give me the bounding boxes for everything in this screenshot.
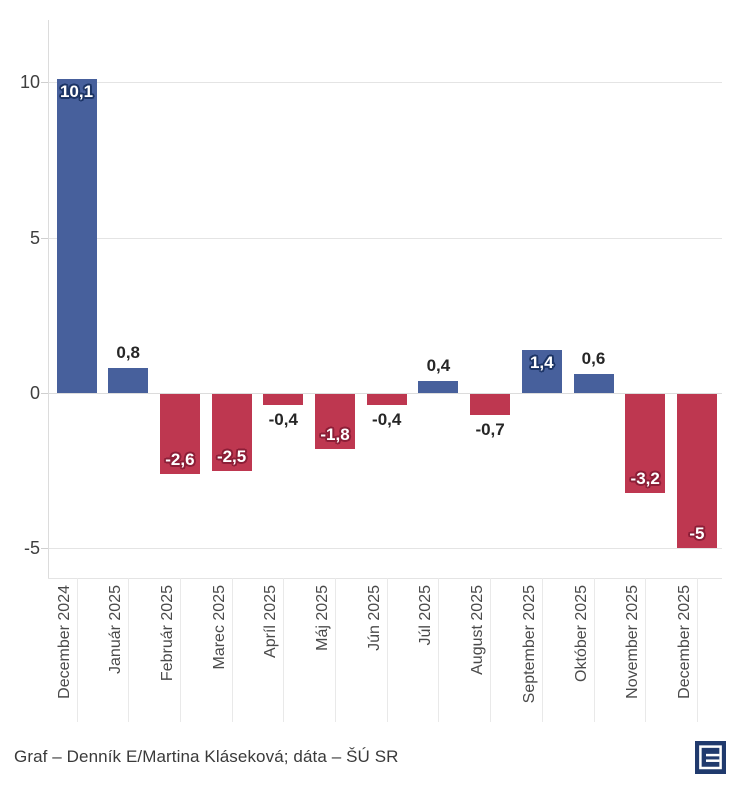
x-tick-line (231, 578, 233, 722)
x-axis-label: Marec 2025 (210, 585, 228, 670)
bar (366, 394, 407, 406)
x-tick-line (490, 578, 492, 722)
bar-value-label: 0,6 (581, 349, 606, 369)
x-tick-line (283, 578, 285, 722)
bar-value-label: -3,2 (630, 468, 660, 488)
gridline (48, 548, 722, 550)
y-tick-label: 5 (29, 227, 40, 248)
x-tick-line (128, 578, 130, 722)
x-tick-line (438, 578, 440, 722)
bar-value-label: 10,1 (59, 82, 94, 102)
bar (108, 368, 149, 394)
x-axis-label: September 2025 (520, 585, 538, 704)
x-tick-line (541, 578, 543, 722)
bar-value-label: 0,4 (426, 355, 451, 375)
bar (315, 394, 355, 449)
x-tick-line (335, 578, 336, 722)
y-tick (41, 82, 48, 84)
bar (521, 349, 562, 394)
bar-value-label: -2,6 (165, 449, 195, 469)
x-tick-line (76, 578, 78, 722)
x-tick-line (645, 578, 647, 722)
bar-value-label: -0,4 (372, 410, 402, 430)
y-tick (41, 237, 48, 239)
dennik-e-logo (695, 740, 726, 774)
bar (625, 394, 666, 493)
y-tick-label: -5 (23, 538, 40, 559)
gridline (48, 237, 722, 239)
gridline (48, 82, 722, 84)
bar-value-label: 0,8 (116, 343, 141, 363)
y-tick (41, 548, 48, 550)
bar (676, 394, 717, 549)
x-axis-label: Február 2025 (158, 585, 176, 682)
bar-value-label: -5 (689, 524, 705, 544)
x-axis-label: Júl 2025 (417, 585, 435, 646)
x-tick-line (386, 578, 388, 722)
x-axis-label: November 2025 (624, 585, 642, 699)
gridline (48, 393, 722, 395)
x-axis-label: Jún 2025 (365, 585, 383, 651)
bar-value-label: 1,4 (529, 352, 554, 372)
x-tick-line (179, 578, 181, 722)
bar (470, 394, 511, 415)
bar-value-label: -0,7 (475, 419, 505, 439)
x-axis-label: December 2024 (55, 585, 73, 699)
chart-credit: Graf – Denník E/Martina Kláseková; dáta … (14, 747, 399, 766)
bar-value-label: -2,5 (216, 446, 247, 466)
bar (573, 374, 614, 394)
dennik-e-logo-icon (695, 740, 726, 774)
x-axis-label: December 2025 (675, 585, 693, 699)
x-axis-label: Január 2025 (107, 585, 125, 674)
y-tick-label: 0 (29, 383, 40, 404)
x-tick-line (696, 578, 698, 722)
chart-footer: Graf – Denník E/Martina Kláseková; dáta … (0, 736, 736, 778)
bar (263, 394, 304, 406)
bar (418, 380, 459, 394)
bar (159, 394, 200, 474)
x-tick-line (593, 578, 595, 722)
x-axis-label: August 2025 (469, 585, 487, 675)
x-axis-label: Október 2025 (572, 585, 590, 682)
bar-chart-plot: 10 5 0 -5 December 2024 10,1 Január 2025 0,8 Feb… (19, 20, 722, 722)
y-tick (41, 393, 48, 395)
x-axis-label: Apríl 2025 (262, 585, 280, 658)
bar-value-label: -0,4 (268, 410, 298, 430)
x-axis-label: Máj 2025 (314, 585, 331, 651)
bar (56, 79, 97, 394)
bar (211, 394, 252, 471)
y-axis-line (48, 20, 49, 578)
plot-bottom-line (48, 578, 722, 579)
bar-value-label: -1,8 (320, 424, 350, 444)
y-tick-label: 10 (19, 72, 40, 93)
